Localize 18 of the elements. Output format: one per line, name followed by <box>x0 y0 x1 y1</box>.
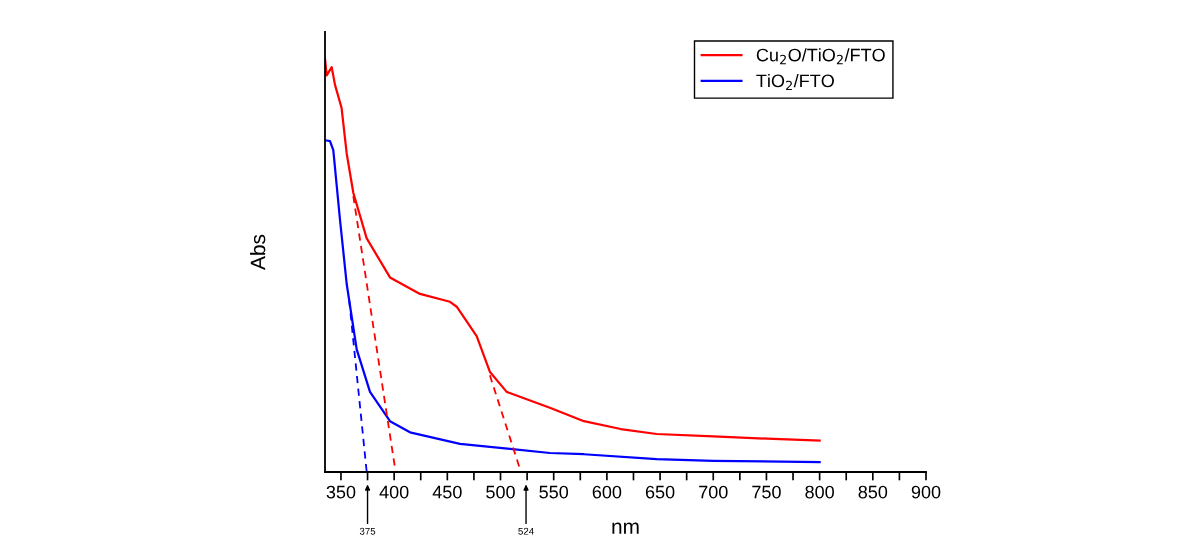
x-tick-label: 350 <box>326 485 356 499</box>
x-tick-label: 850 <box>858 485 888 499</box>
x-tick-label: 900 <box>911 485 941 499</box>
x-tick-label: 500 <box>486 485 515 499</box>
x-tick-label: 550 <box>539 485 569 499</box>
y-axis-title: Abs <box>250 234 266 270</box>
x-tick-label: 700 <box>699 485 728 499</box>
legend-label: TiO$_{2}$/FTO <box>756 74 834 91</box>
legend-label: Cu$_{2}$O/TiO$_{2}$/FTO <box>756 48 885 65</box>
text: 524 <box>518 527 534 535</box>
x-tick-label: 800 <box>805 485 834 499</box>
x-tick-label: 600 <box>592 485 622 499</box>
x-tick-label: 450 <box>432 485 462 499</box>
x-tick-label: 400 <box>379 485 409 499</box>
x-axis-title: nm <box>612 522 639 534</box>
x-tick-label: 750 <box>752 485 781 499</box>
text: 375 <box>359 527 376 535</box>
x-tick-label: 650 <box>645 485 675 499</box>
